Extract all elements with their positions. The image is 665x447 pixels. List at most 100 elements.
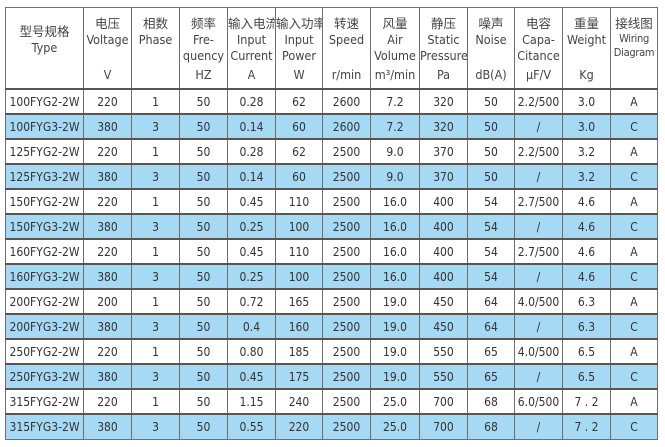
table-cell: 50 (179, 313, 228, 340)
table-cell: A (610, 138, 658, 165)
table-cell: 50 (467, 88, 515, 115)
table-cell: C (610, 263, 658, 290)
table-row: 160FYG3-2W 380 3 50 0.25 100 2500 16.0 400 54/4.6… (5, 263, 658, 290)
table-cell: 0.4 (227, 313, 276, 340)
header-en: Wiring Diagram (613, 32, 655, 59)
header-unit: Kg (579, 67, 594, 82)
table-cell: C (610, 313, 658, 340)
column-header: 电压 Voltage V (83, 7, 132, 90)
table-cell: 185 (275, 338, 323, 365)
table-cell: / (514, 163, 563, 190)
table-cell: 1 (131, 138, 180, 165)
table-cell: 16.0 (370, 238, 420, 265)
model-cell: 125FYG3-2W (5, 163, 84, 190)
table-cell: 380 (83, 113, 132, 140)
table-cell: 2500 (322, 263, 371, 290)
table-cell: 50 (179, 88, 228, 115)
table-cell: 50 (179, 338, 228, 365)
table-cell: 50 (179, 163, 228, 190)
column-header: 相数 Phase (131, 7, 180, 90)
header-cn: 电压 (94, 16, 120, 31)
header-unit: A (247, 67, 256, 82)
table-cell: 1 (131, 288, 180, 315)
table-cell: 160 (275, 313, 323, 340)
header-cn: 接线图 (615, 16, 653, 31)
table-cell: 0.45 (227, 188, 276, 215)
table-cell: C (610, 163, 658, 190)
table-cell: 54 (467, 238, 515, 265)
table-cell: C (610, 113, 658, 140)
table-cell: 4.6 (562, 263, 611, 290)
fan-spec-table: 型号规格 Type 电压 Voltage V 相数 Phase 频率 Fre- quency HZ… (5, 7, 658, 440)
table-cell: / (514, 413, 563, 440)
table-cell: 2.2/500 (514, 138, 563, 165)
table-cell: 1 (131, 188, 180, 215)
header-cn: 电容 (525, 16, 551, 31)
model-cell: 125FYG2-2W (5, 138, 84, 165)
table-cell: 200 (83, 288, 132, 315)
model-cell: 315FYG3-2W (5, 413, 84, 440)
table-cell: 380 (83, 213, 132, 240)
table-cell: 3.0 (562, 88, 611, 115)
header-en: Capa- Citance (517, 32, 560, 63)
table-cell: 240 (275, 388, 323, 415)
table-cell: 220 (83, 88, 132, 115)
table-cell: 50 (179, 388, 228, 415)
table-cell: A (610, 88, 658, 115)
header-unit: W (293, 67, 305, 82)
table-cell: 400 (419, 263, 468, 290)
model-cell: 200FYG3-2W (5, 313, 84, 340)
column-header: 风量 Air Volume m³/min (370, 7, 420, 90)
table-cell: 550 (419, 338, 468, 365)
table-row: 125FYG2-2W 220 1 50 0.28 62 2500 9.0 370 50 2.2/50… (5, 138, 658, 165)
table-cell: 320 (419, 88, 468, 115)
table-cell: 7.2 (370, 88, 420, 115)
table-row: 100FYG3-2W 380 3 50 0.14 60 2600 7.2 320 50/3.0 C (5, 113, 658, 140)
header-cn: 型号规格 (19, 24, 70, 39)
header-unit: V (103, 67, 112, 82)
model-cell: 150FYG2-2W (5, 188, 84, 215)
table-cell: A (610, 338, 658, 365)
table-row: 150FYG3-2W 380 3 50 0.25 100 2500 16.0 400 54/4.6… (5, 213, 658, 240)
header-en: Speed (328, 32, 365, 47)
column-header: 频率 Fre- quency HZ (179, 7, 228, 90)
table-cell: 400 (419, 213, 468, 240)
table-cell: / (514, 263, 563, 290)
table-cell: 62 (275, 88, 323, 115)
table-cell: 25.0 (370, 413, 420, 440)
header-en: Type (31, 40, 58, 55)
table-cell: 68 (467, 388, 515, 415)
header-unit: μF/V (525, 67, 552, 82)
header-cn: 静压 (430, 16, 456, 31)
table-cell: 0.14 (227, 113, 276, 140)
table-cell: 1 (131, 388, 180, 415)
table-row: 150FYG2-2W 220 1 50 0.45 110 2500 16.0 400 54 2.7/… (5, 188, 658, 215)
table-cell: 7 . 2 (562, 413, 611, 440)
table-cell: 2500 (322, 188, 371, 215)
table-row: 315FYG3-2W 380 3 50 0.55 220 2500 25.0 700 68/7 .… (5, 413, 658, 440)
table-cell: A (610, 288, 658, 315)
table-cell: 60 (275, 113, 323, 140)
table-cell: 2.2/500 (514, 88, 563, 115)
table-cell: 3 (131, 313, 180, 340)
table-cell: 65 (467, 363, 515, 390)
table-cell: 100 (275, 263, 323, 290)
table-cell: 50 (179, 413, 228, 440)
table-cell: 19.0 (370, 313, 420, 340)
model-cell: 200FYG2-2W (5, 288, 84, 315)
table-row: 250FYG2-2W 220 1 50 0.80 185 2500 19.0 550 65 4.0/… (5, 338, 658, 365)
model-cell: 100FYG3-2W (5, 113, 84, 140)
table-cell: 50 (179, 288, 228, 315)
table-cell: 6.5 (562, 363, 611, 390)
table-cell: 3.2 (562, 138, 611, 165)
header-en: Static Pressure (420, 32, 468, 63)
table-cell: 1.15 (227, 388, 276, 415)
table-cell: 7.2 (370, 113, 420, 140)
table-cell: 2500 (322, 413, 371, 440)
table-cell: 220 (275, 413, 323, 440)
table-cell: 3 (131, 113, 180, 140)
table-cell: C (610, 413, 658, 440)
header-unit: m³/min (374, 67, 416, 82)
table-cell: 19.0 (370, 338, 420, 365)
table-cell: 64 (467, 313, 515, 340)
